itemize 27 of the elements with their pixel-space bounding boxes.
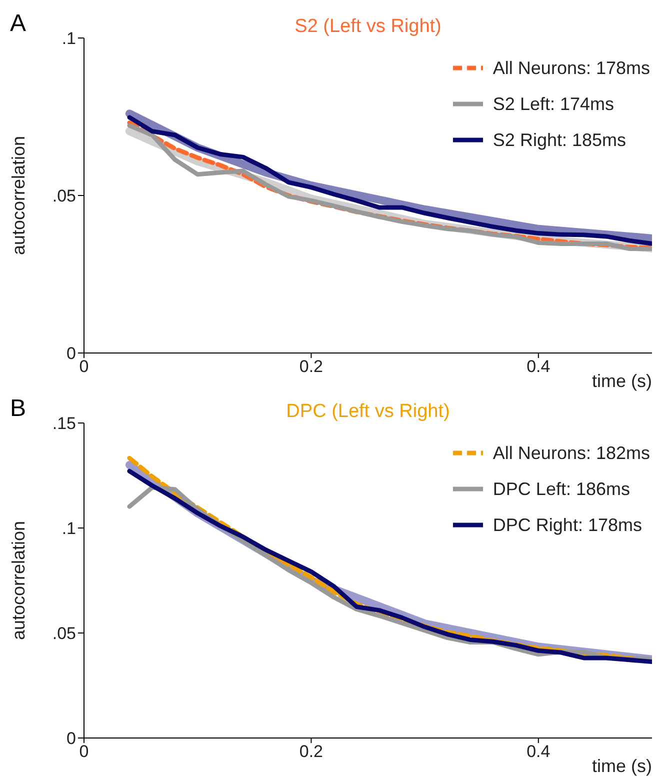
x-tick-label: 0.4 [526,357,550,376]
y-axis-title: autocorrelation [8,520,28,640]
y-tick-label: 0 [66,344,76,364]
text: A [10,10,26,38]
y-tick-label: .15 [52,414,76,434]
x-tick-label: 0.4 [526,742,550,762]
x-tick-label: 0.2 [299,742,324,762]
y-tick-label: .05 [52,624,76,644]
y-tick-label: .05 [52,186,76,206]
y-tick-label: .1 [62,519,76,538]
x-axis-title: time (s) [592,756,652,776]
x-tick-label: 0.2 [299,357,324,376]
legend-label: S2 Left: 174ms [492,94,614,114]
x-axis-title: time (s) [592,371,652,391]
y-tick-label: .1 [62,29,76,48]
legend-label: S2 Right: 185ms [492,130,626,150]
x-tick-label: 0 [79,357,89,376]
text: B [10,395,26,423]
chart-title: S2 (Left vs Right) [294,16,442,37]
y-axis-title: autocorrelation [8,136,28,256]
legend-label: All Neurons: 182ms [492,442,650,464]
legend-label: DPC Left: 186ms [492,478,630,500]
legend-label: DPC Right: 178ms [492,514,642,536]
chart-title: DPC (Left vs Right) [286,401,450,422]
y-tick-label: 0 [66,729,76,748]
x-tick-label: 0 [79,742,89,762]
legend-label: All Neurons: 178ms [492,58,650,78]
